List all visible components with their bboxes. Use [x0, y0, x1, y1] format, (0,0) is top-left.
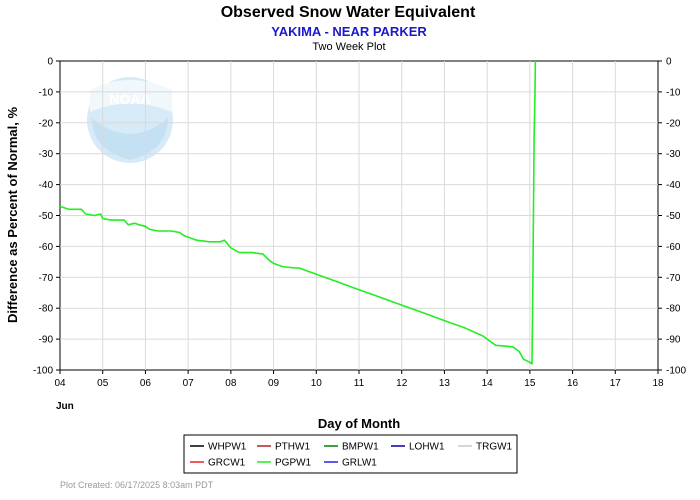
y-tick-label-right: -60	[666, 242, 681, 253]
x-tick-label: 17	[610, 378, 622, 389]
x-tick-label: 04	[54, 378, 66, 389]
x-tick-label: 11	[354, 378, 365, 389]
y-tick-label-left: -90	[39, 335, 54, 346]
x-axis-label: Day of Month	[318, 416, 400, 431]
x-tick-label: 09	[268, 378, 280, 389]
y-tick-label-right: -50	[666, 211, 681, 222]
y-tick-label-left: -80	[39, 304, 54, 315]
y-tick-label-left: -70	[39, 273, 54, 284]
series-layer	[59, 60, 537, 365]
legend-box	[183, 434, 518, 474]
y-tick-label-right: -40	[666, 180, 681, 191]
y-tick-label-left: 0	[47, 57, 53, 68]
y-tick-label-left: -20	[39, 118, 54, 129]
y-tick-label-left: -40	[39, 180, 54, 191]
x-tick-label: 12	[396, 378, 408, 389]
noaa-logo: NOAA	[87, 77, 173, 163]
y-axis-label: Difference as Percent of Normal, %	[5, 107, 20, 323]
y-tick-label-right: -80	[666, 304, 681, 315]
chart-subtitle: YAKIMA - NEAR PARKER	[271, 24, 427, 39]
y-tick-label-left: -30	[39, 149, 54, 160]
y-tick-label-right: -30	[666, 149, 681, 160]
x-tick-label: 15	[524, 378, 536, 389]
legend: WHPW1 PTHW1 BMPW1 LOHW1 TRGW1 GRCW1 PGPW1 GRLW1	[190, 442, 513, 469]
y-tick-label-right: -20	[666, 118, 681, 129]
y-tick-label-left: -60	[39, 242, 54, 253]
y-tick-label-left: -50	[39, 211, 54, 222]
chart-title: Observed Snow Water Equivalent	[221, 4, 476, 21]
legend-label-lohw1: LOHW1	[409, 442, 445, 453]
legend-label-pgpw1: PGPW1	[275, 458, 312, 469]
y-tick-label-right: -100	[666, 366, 686, 377]
y-tick-label-right: -10	[666, 87, 681, 98]
plot-created-footer: Plot Created: 06/17/2025 8:03am PDT	[60, 480, 214, 490]
y-tick-label-left: -100	[33, 366, 53, 377]
y-ticks: 0 0 -10 -10 -20 -20 -30 -30 -40 -40 -50 -50 -60 -60 -7…	[33, 57, 686, 377]
legend-label-trgw1: TRGW1	[476, 442, 513, 453]
grid	[60, 61, 658, 370]
legend-label-bmpw1: BMPW1	[342, 442, 379, 453]
series-line-pgpw1	[59, 60, 537, 365]
x-tick-label: 14	[482, 378, 494, 389]
chart-sub-subtitle: Two Week Plot	[312, 41, 385, 53]
x-tick-label: 06	[140, 378, 152, 389]
y-tick-label-right: 0	[666, 57, 672, 68]
x-tick-label: 05	[97, 378, 109, 389]
y-tick-label-right: -70	[666, 273, 681, 284]
x-tick-label: 08	[225, 378, 237, 389]
x-tick-label: 18	[652, 378, 664, 389]
legend-label-grcw1: GRCW1	[208, 458, 246, 469]
x-tick-label: 07	[183, 378, 195, 389]
x-tick-label: 16	[567, 378, 579, 389]
y-tick-label-left: -10	[39, 87, 54, 98]
noaa-logo-text: NOAA	[109, 91, 150, 107]
x-sublabel: Jun	[56, 401, 74, 412]
legend-label-pthw1: PTHW1	[275, 442, 310, 453]
x-tick-label: 13	[439, 378, 451, 389]
legend-label-grlw1: GRLW1	[342, 458, 377, 469]
y-tick-label-right: -90	[666, 335, 681, 346]
legend-label-whpw1: WHPW1	[208, 442, 247, 453]
x-tick-label: 10	[311, 378, 323, 389]
x-ticks: 04 05 06 07 08 09 10 11 12 13 14 15 16 17 18	[54, 370, 664, 389]
